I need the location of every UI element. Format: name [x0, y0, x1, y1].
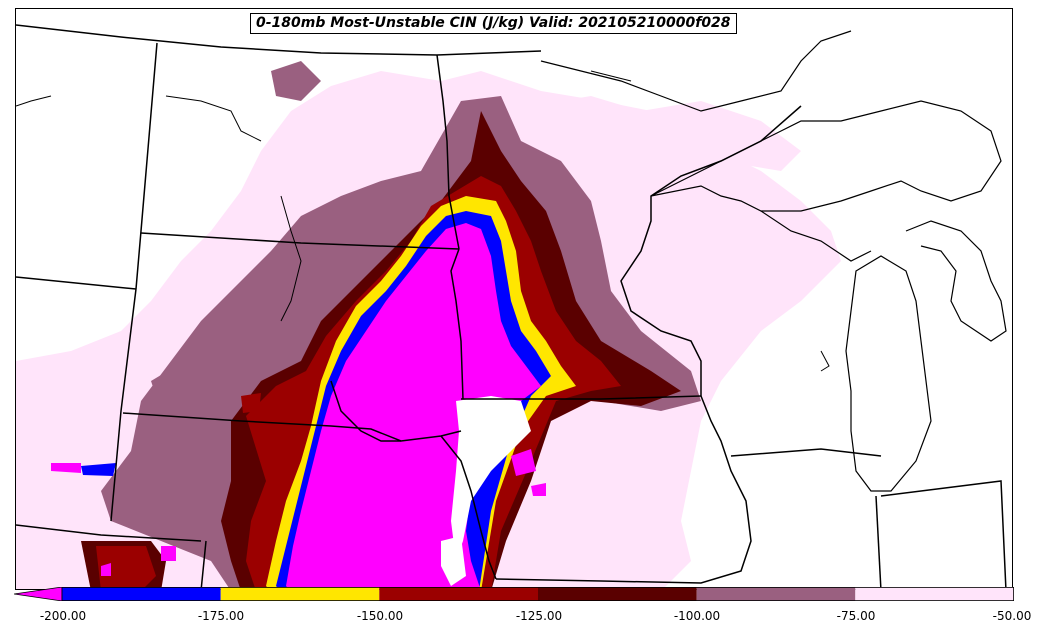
cin-band-magenta [51, 223, 546, 589]
colorbar-bin-red [379, 587, 538, 601]
geographic-boundaries [16, 24, 1007, 589]
map-panel [15, 8, 1013, 590]
colorbar-tick-label: -100.00 [673, 609, 721, 623]
colorbar-bin-light-pink [855, 587, 1014, 601]
colorbar-outline [61, 587, 1014, 601]
colorbar-tick-label: -75.00 [836, 609, 876, 623]
map-title: 0-180mb Most-Unstable CIN (J/kg) Valid: … [250, 13, 737, 34]
cin-gaps-white [441, 396, 531, 586]
rivers [16, 70, 830, 372]
colorbar-tick-label: -150.00 [356, 609, 404, 623]
colorbar-tick-label: -200.00 [39, 609, 87, 623]
colorbar-extend-min-triangle [14, 587, 63, 601]
cin-map [16, 24, 1007, 589]
colorbar-bin-yellow [220, 587, 380, 601]
great-lakes-outlines [540, 30, 1007, 492]
colorbar-bin-mauve [696, 587, 856, 601]
colorbar-tick-label: -125.00 [515, 609, 563, 623]
colorbar-bin-dark-red [538, 587, 697, 601]
colorbar-bin-blue [62, 587, 221, 601]
colorbar-tick-label: -175.00 [197, 609, 245, 623]
colorbar-tick-label: -50.00 [992, 609, 1032, 623]
colorbar [14, 587, 1014, 601]
